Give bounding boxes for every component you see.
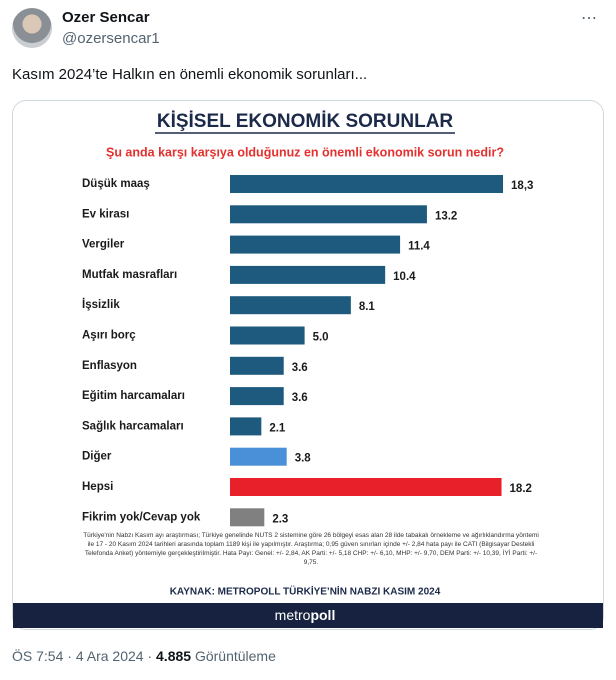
separator: · <box>147 648 153 664</box>
bar <box>230 265 386 284</box>
bar <box>230 478 502 496</box>
time[interactable]: ÖS 7:54 <box>12 648 64 664</box>
image-card[interactable] <box>12 100 604 630</box>
category-label: Ev kirası <box>82 208 129 220</box>
category-label: İşsizlik <box>82 298 120 311</box>
bar <box>230 508 265 527</box>
value-label: 10.4 <box>393 271 416 283</box>
bar <box>230 205 427 224</box>
bar <box>230 387 284 406</box>
value-label: 3.8 <box>295 453 312 465</box>
value-label: 3.6 <box>292 392 308 404</box>
bar <box>230 296 351 315</box>
bar <box>230 326 305 345</box>
value-label: 8.1 <box>359 301 376 313</box>
bar <box>230 175 504 193</box>
value-label: 13.2 <box>435 210 457 222</box>
category-label: Hepsi <box>82 481 113 493</box>
value-label: 11.4 <box>408 241 430 253</box>
chart-subtitle: Şu anda karşı karşıya olduğunuz en öneml… <box>106 145 504 159</box>
source: KAYNAK: METROPOLL TÜRKİYE’NİN NABZI KASI… <box>170 585 441 598</box>
category-label: Fikrim yok/Cevap yok <box>82 511 201 523</box>
value-label: 18.2 <box>510 483 532 495</box>
value-label: 2.1 <box>269 422 286 434</box>
author-name[interactable]: Ozer Sencar <box>62 9 150 26</box>
avatar[interactable] <box>12 8 52 48</box>
author-handle[interactable]: @ozersencar1 <box>62 30 160 47</box>
more-button[interactable]: ⋯ <box>581 10 598 27</box>
tweet-meta: ÖS 7:54 · 4 Ara 2024 · 4.885 Görüntüleme <box>12 648 276 664</box>
footer-band <box>13 603 603 628</box>
category-label: Düşük maaş <box>82 178 150 190</box>
value-label: 3.6 <box>292 362 308 374</box>
date[interactable]: 4 Ara 2024 <box>75 648 144 664</box>
bar <box>230 447 287 466</box>
views: 4.885 <box>156 648 192 664</box>
category-label: Eğitim harcamaları <box>82 390 185 402</box>
value-label: 18,3 <box>511 180 533 192</box>
bar <box>230 356 284 375</box>
bar <box>230 417 262 436</box>
category-label: Sağlık harcamaları <box>82 420 184 432</box>
value-label: 2.3 <box>272 513 288 525</box>
views-label: Görüntüleme <box>194 648 276 664</box>
category-label: Mutfak masrafları <box>82 269 177 281</box>
category-label: Aşırı borç <box>82 330 136 342</box>
tweet-text: Kasım 2024’te Halkın en önemli ekonomik … <box>12 66 368 83</box>
category-label: Vergiler <box>82 239 125 251</box>
bar <box>230 235 401 254</box>
category-label: Enflasyon <box>82 360 137 372</box>
footnote: Türkiye'nin Nabzı Kasım ayı araştırması;… <box>83 532 539 566</box>
value-label: 5.0 <box>313 332 329 344</box>
separator: · <box>67 648 72 664</box>
logo: metropoll <box>275 607 336 623</box>
logo-part: metro <box>275 607 311 623</box>
chart-title: KİŞİSEL EKONOMİK SORUNLAR <box>157 111 454 132</box>
logo-part: poll <box>310 607 335 623</box>
category-label: Diğer <box>82 451 112 463</box>
